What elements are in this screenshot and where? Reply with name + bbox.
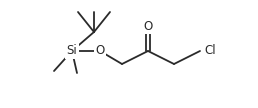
Text: Cl: Cl [204,44,216,57]
Text: O: O [143,20,153,33]
Text: Si: Si [67,44,77,57]
Text: O: O [95,44,105,57]
